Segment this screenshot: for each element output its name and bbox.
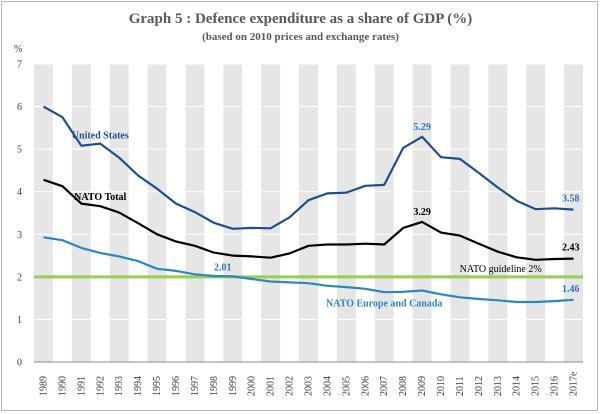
- y-tick-label: 4: [17, 187, 22, 198]
- data-label: 2.43: [562, 243, 580, 254]
- series-line-nato-total: [43, 178, 574, 261]
- y-tick-label: 0: [17, 358, 22, 369]
- grid-band: [261, 64, 281, 362]
- grid-band: [34, 64, 53, 362]
- grid-band: [223, 64, 243, 362]
- series-line-nato-europe-and-canada: [43, 236, 574, 304]
- x-tick-label: 2002: [285, 376, 296, 396]
- grid-band: [374, 64, 394, 362]
- y-axis-label: %: [14, 44, 22, 55]
- series-line-united-states: [42, 105, 574, 230]
- grid-band: [147, 64, 167, 362]
- y-tick-label: 2: [17, 272, 22, 283]
- grid-band: [299, 64, 318, 362]
- x-tick-label: 2000: [247, 376, 258, 396]
- x-tick-label: 1992: [95, 376, 106, 396]
- grid-band: [71, 64, 91, 362]
- x-tick-label: 1995: [152, 376, 163, 396]
- x-tick-label: 2015: [531, 376, 542, 396]
- data-label: 3.58: [562, 194, 580, 205]
- x-tick-label: 1996: [171, 376, 182, 396]
- series-label: United States: [72, 131, 129, 142]
- x-tick-label: 2013: [493, 376, 504, 396]
- x-tick-label: 2009: [417, 376, 428, 396]
- x-tick-label: 2003: [304, 376, 315, 396]
- x-tick-label: 1991: [76, 376, 87, 396]
- x-tick-label: 1989: [38, 376, 49, 396]
- x-tick-label: 1994: [133, 376, 144, 396]
- y-tick-label: 5: [17, 145, 22, 156]
- data-label: 1.46: [562, 284, 580, 295]
- x-tick-label: 2014: [512, 376, 523, 396]
- x-tick-label: 2001: [266, 376, 277, 396]
- x-tick-label: 1999: [228, 376, 239, 396]
- data-label: 2.01: [214, 262, 232, 273]
- series-label: NATO Total: [74, 192, 126, 203]
- y-tick-label: 7: [17, 60, 22, 71]
- x-tick-label: 1997: [190, 376, 201, 396]
- grid-band: [526, 64, 546, 362]
- x-tick-label: 2008: [398, 376, 409, 396]
- y-tick-label: 3: [17, 230, 22, 241]
- grid-band: [450, 64, 470, 362]
- grid-band: [564, 64, 583, 362]
- x-tick-label: 2010: [436, 376, 447, 396]
- series-label: NATO Europe and Canada: [326, 299, 442, 310]
- grid-band: [488, 64, 508, 362]
- chart-title: Graph 5 : Defence expenditure as a share…: [128, 11, 473, 27]
- x-tick-label: 2007: [379, 376, 390, 396]
- x-tick-label: 1993: [114, 376, 125, 396]
- data-label: 5.29: [413, 122, 431, 133]
- guideline-label: NATO guideline 2%: [460, 264, 542, 275]
- y-tick-label: 6: [17, 102, 22, 113]
- x-tick-label: 1990: [57, 376, 68, 396]
- x-tick-label: 1998: [209, 376, 220, 396]
- x-tick-label: 2006: [360, 376, 371, 396]
- y-tick-label: 1: [17, 315, 22, 326]
- chart-subtitle: (based on 2010 prices and exchange rates…: [202, 31, 399, 43]
- x-tick-label: 2016: [550, 376, 561, 396]
- x-tick-label: 2012: [474, 376, 485, 396]
- x-tick-label: 2017e: [569, 371, 580, 396]
- x-tick-label: 2005: [341, 376, 352, 396]
- x-tick-label: 2011: [455, 376, 466, 396]
- grid-band: [336, 64, 356, 362]
- x-tick-label: 2004: [322, 376, 333, 396]
- data-label: 3.29: [413, 207, 431, 218]
